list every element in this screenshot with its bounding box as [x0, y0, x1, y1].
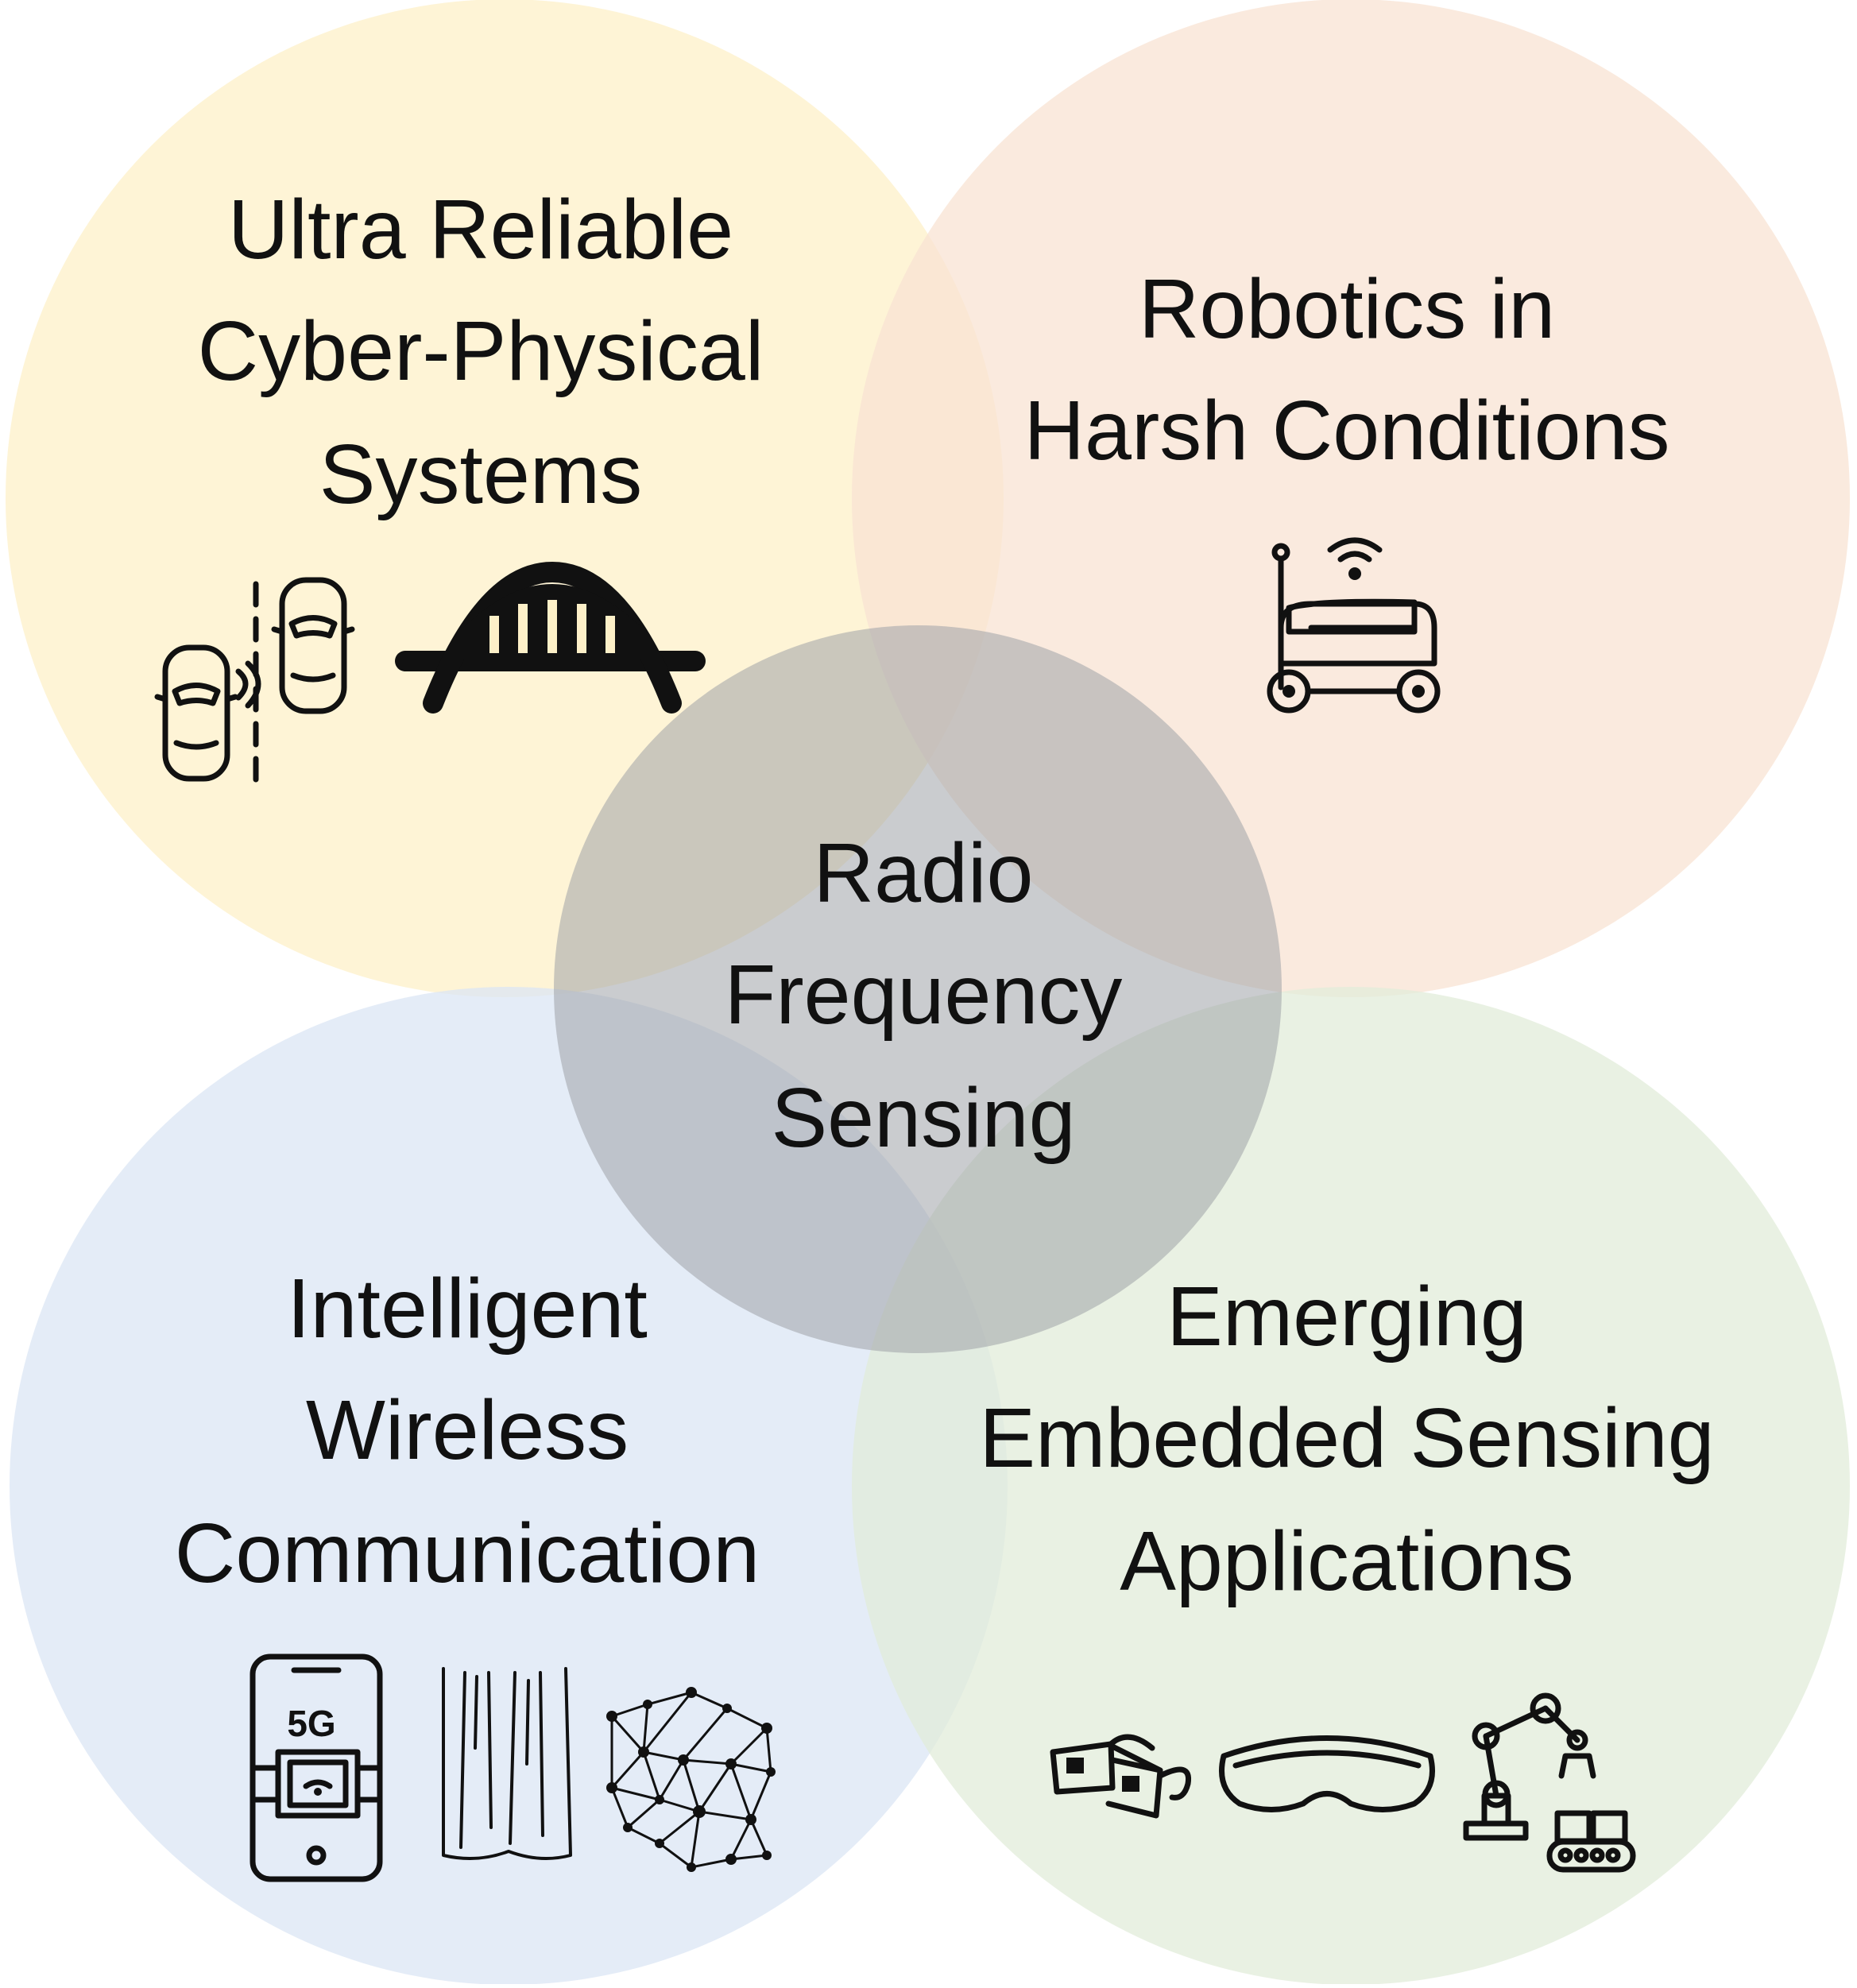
- label-top-left: Ultra Reliable Cyber-Physical Systems: [198, 183, 764, 521]
- bottom-left-line-3: Communication: [175, 1506, 760, 1600]
- curtain-icon: [442, 1667, 572, 1860]
- top-right-line-2: Harsh Conditions: [1023, 384, 1669, 478]
- network-mesh-icon: [606, 1687, 776, 1872]
- center-line-1: Radio: [814, 826, 1034, 920]
- robotic-arm-icon: [1463, 1692, 1636, 1873]
- vr-headset-icon: [1219, 1735, 1435, 1812]
- bottom-right-line-1: Emerging: [1166, 1270, 1527, 1363]
- bridge-icon: [395, 561, 706, 714]
- top-right-line-1: Robotics in: [1139, 262, 1555, 356]
- bottom-right-line-3: Applications: [1120, 1514, 1574, 1608]
- bottom-left-line-2: Wireless: [306, 1383, 629, 1477]
- bottom-right-line-2: Embedded Sensing: [979, 1391, 1714, 1485]
- center-line-2: Frequency: [725, 948, 1123, 1042]
- top-left-line-2: Cyber-Physical: [198, 304, 764, 398]
- top-left-line-1: Ultra Reliable: [228, 183, 733, 277]
- label-bottom-left: Intelligent Wireless Communication: [175, 1262, 760, 1600]
- wireless-robot-icon: [1267, 537, 1441, 714]
- bottom-left-line-1: Intelligent: [287, 1262, 648, 1356]
- label-center: Radio Frequency Sensing: [725, 826, 1123, 1165]
- circle-center: [554, 625, 1282, 1353]
- cars-lane-change-icon: [154, 577, 355, 786]
- 3d-glasses-icon: [1050, 1734, 1192, 1819]
- center-line-3: Sensing: [771, 1071, 1075, 1165]
- 5g-label: 5G: [287, 1703, 335, 1744]
- label-bottom-right: Emerging Embedded Sensing Applications: [979, 1270, 1714, 1608]
- label-top-right: Robotics in Harsh Conditions: [1023, 262, 1669, 478]
- 5g-smartphone-icon: 5G: [250, 1653, 383, 1882]
- top-left-line-3: Systems: [319, 427, 642, 521]
